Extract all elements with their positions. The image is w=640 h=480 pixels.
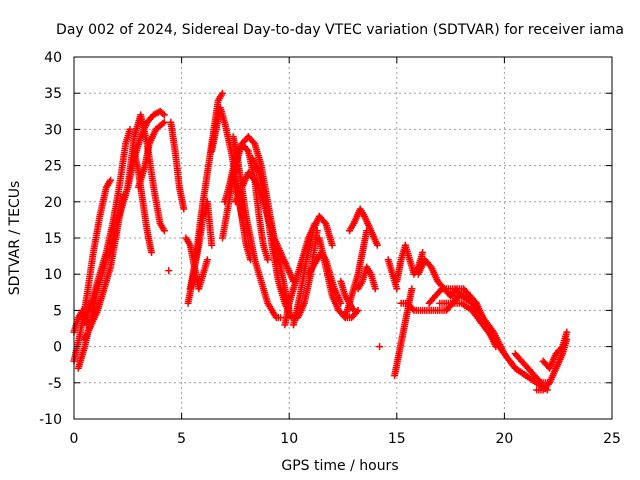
x-tick-label: 25 <box>603 431 621 447</box>
y-tick-label: 30 <box>44 122 62 138</box>
data-point <box>350 306 358 314</box>
data-point <box>159 119 167 127</box>
series-arc-4 <box>83 125 134 322</box>
series-arc-41 <box>533 335 571 394</box>
x-tick-label: 5 <box>177 431 186 447</box>
data-point <box>373 241 381 249</box>
data-points <box>70 89 571 394</box>
data-point <box>376 343 384 351</box>
data-point <box>264 256 272 264</box>
data-point <box>537 379 545 387</box>
data-point <box>160 227 168 235</box>
series-arc-21 <box>249 154 321 322</box>
series-arc-23 <box>281 220 319 329</box>
y-tick-label: 25 <box>44 159 62 175</box>
series-arc-28 <box>354 263 379 293</box>
series-arc-18 <box>229 133 285 322</box>
y-tick-label: 20 <box>44 195 62 211</box>
series-arc-29 <box>337 277 358 314</box>
data-point <box>452 286 460 294</box>
y-tick-label: 0 <box>53 340 62 356</box>
y-tick-label: -10 <box>39 412 62 428</box>
y-axis-label: SDTVAR / TECUs <box>7 181 23 296</box>
data-point <box>160 111 168 119</box>
data-point <box>408 285 416 293</box>
series-arc-40 <box>511 350 545 387</box>
data-point <box>203 256 211 264</box>
series-arc-7 <box>124 111 168 235</box>
x-tick-label: 20 <box>495 431 513 447</box>
data-point <box>159 110 167 118</box>
y-tick-label: 15 <box>44 231 62 247</box>
axis-ticks: 0 5 10 15 20 25 -10 -5 0 5 10 15 20 25 30 35 40 <box>39 50 621 447</box>
data-point <box>328 241 336 249</box>
data-point <box>160 118 168 126</box>
series-arc-25 <box>315 234 362 322</box>
series-arc-9 <box>135 118 168 191</box>
data-point <box>409 305 417 313</box>
data-point <box>277 314 285 322</box>
x-axis-label: GPS time / hours <box>281 458 398 474</box>
data-point <box>419 249 427 256</box>
data-point <box>437 286 445 294</box>
series-arc-10 <box>167 118 188 213</box>
data-point <box>208 241 216 249</box>
series-arc-11 <box>165 267 173 275</box>
series-arc-42 <box>539 328 571 372</box>
series-arc-30 <box>376 343 384 351</box>
y-tick-label: 10 <box>44 267 62 283</box>
data-point <box>165 267 173 275</box>
y-tick-label: -5 <box>48 376 62 392</box>
series-arc-31 <box>384 256 401 293</box>
x-tick-label: 0 <box>70 431 79 447</box>
y-tick-label: 5 <box>53 303 62 319</box>
data-point <box>126 125 134 133</box>
data-point <box>311 220 319 227</box>
series-arc-32 <box>391 285 416 380</box>
data-point <box>247 256 254 264</box>
data-point <box>180 205 188 213</box>
x-tick-label: 10 <box>280 431 298 447</box>
chart-title: Day 002 of 2024, Sidereal Day-to-day VTE… <box>56 22 624 38</box>
series-arc-27 <box>346 205 381 249</box>
series-arc-1 <box>70 176 115 365</box>
data-point <box>219 89 226 97</box>
data-point <box>371 285 379 293</box>
data-point <box>393 285 401 293</box>
data-point <box>148 249 155 256</box>
x-tick-label: 15 <box>388 431 406 447</box>
y-tick-label: 35 <box>44 86 62 102</box>
data-point <box>536 377 544 385</box>
grid-lines <box>74 57 612 419</box>
data-point <box>563 328 571 336</box>
y-tick-label: 40 <box>44 50 62 66</box>
series-arc-14 <box>182 234 211 293</box>
data-point <box>107 176 115 184</box>
